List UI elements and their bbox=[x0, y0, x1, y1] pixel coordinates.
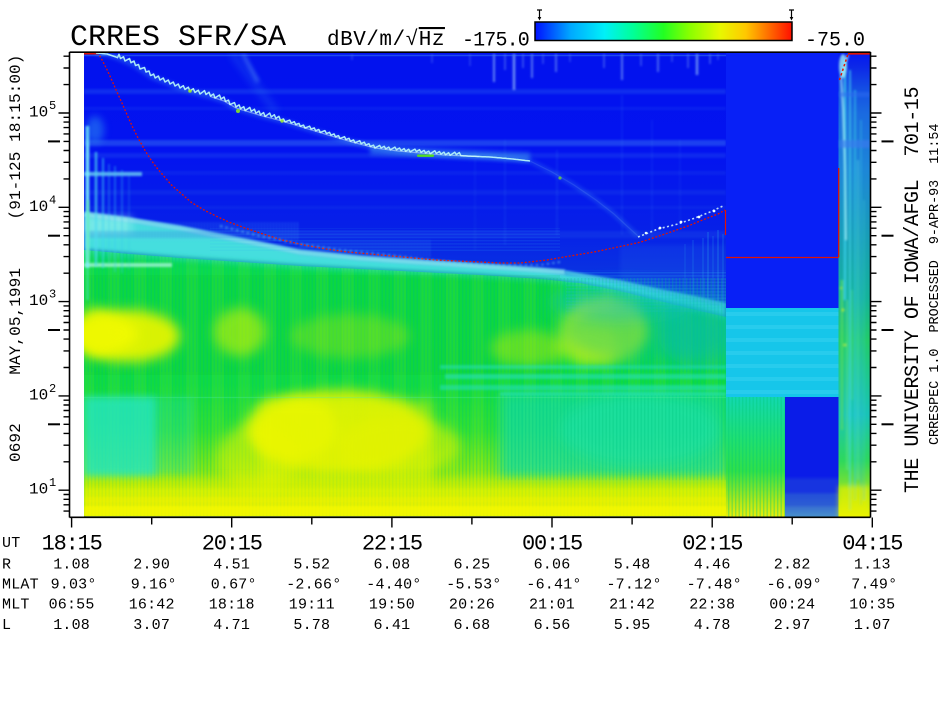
svg-text:5.52: 5.52 bbox=[293, 557, 330, 574]
svg-text:20:15: 20:15 bbox=[202, 532, 262, 557]
svg-text:MLT: MLT bbox=[2, 597, 30, 614]
svg-text:0692 MAY,05,1991 (91-1: 0692 MAY,05,1991 (91-125 18:15:00) bbox=[7, 55, 25, 462]
svg-text:-4.40°: -4.40° bbox=[366, 577, 421, 594]
svg-text:00:15: 00:15 bbox=[522, 532, 582, 557]
svg-text:5.78: 5.78 bbox=[293, 617, 330, 634]
svg-text:10: 10 bbox=[29, 292, 48, 310]
svg-text:-75.0: -75.0 bbox=[805, 30, 865, 53]
svg-text:7.49°: 7.49° bbox=[851, 577, 897, 594]
svg-text:1.08: 1.08 bbox=[53, 557, 90, 574]
svg-text:19:11: 19:11 bbox=[289, 597, 335, 614]
svg-text:5: 5 bbox=[49, 99, 56, 113]
svg-text:00:24: 00:24 bbox=[769, 597, 815, 614]
svg-text:16:42: 16:42 bbox=[129, 597, 175, 614]
svg-text:3.07: 3.07 bbox=[133, 617, 170, 634]
svg-text:9.16°: 9.16° bbox=[131, 577, 177, 594]
svg-text:CRRES SFR/SA: CRRES SFR/SA bbox=[70, 21, 286, 55]
svg-text:2.82: 2.82 bbox=[774, 557, 811, 574]
svg-text:1.13: 1.13 bbox=[854, 557, 891, 574]
svg-text:CRRESPEC 1.0 PROCESSED 9-APR: CRRESPEC 1.0 PROCESSED 9-APR-93 11:54 bbox=[928, 124, 943, 445]
svg-text:MLAT: MLAT bbox=[2, 577, 39, 594]
svg-text:-7.48°: -7.48° bbox=[687, 577, 742, 594]
svg-text:9.03°: 9.03° bbox=[51, 577, 97, 594]
svg-text:6.08: 6.08 bbox=[373, 557, 410, 574]
svg-text:-5.53°: -5.53° bbox=[446, 577, 501, 594]
svg-text:21:01: 21:01 bbox=[529, 597, 575, 614]
svg-text:21:42: 21:42 bbox=[609, 597, 655, 614]
svg-text:dBV/m/√Hz: dBV/m/√Hz bbox=[327, 28, 445, 52]
svg-text:1.08: 1.08 bbox=[53, 617, 90, 634]
svg-text:06:55: 06:55 bbox=[49, 597, 95, 614]
svg-text:0.67°: 0.67° bbox=[211, 577, 257, 594]
svg-text:4.71: 4.71 bbox=[213, 617, 250, 634]
svg-text:20:26: 20:26 bbox=[449, 597, 495, 614]
svg-text:02:15: 02:15 bbox=[682, 532, 742, 557]
svg-text:4.46: 4.46 bbox=[694, 557, 731, 574]
svg-text:6.68: 6.68 bbox=[453, 617, 490, 634]
svg-text:UT: UT bbox=[2, 535, 20, 552]
svg-text:THE UNIVERSITY OF IOWA/AFGL 7: THE UNIVERSITY OF IOWA/AFGL 701-15 bbox=[902, 87, 925, 493]
svg-text:10:35: 10:35 bbox=[849, 597, 895, 614]
svg-text:19:50: 19:50 bbox=[369, 597, 415, 614]
svg-text:5.95: 5.95 bbox=[614, 617, 651, 634]
svg-text:10: 10 bbox=[29, 481, 48, 499]
svg-text:4.51: 4.51 bbox=[213, 557, 250, 574]
svg-text:-6.41°: -6.41° bbox=[526, 577, 581, 594]
svg-text:5.48: 5.48 bbox=[614, 557, 651, 574]
svg-text:10: 10 bbox=[29, 386, 48, 404]
svg-text:22:15: 22:15 bbox=[362, 532, 422, 557]
svg-text:R: R bbox=[2, 557, 11, 574]
svg-text:6.25: 6.25 bbox=[453, 557, 490, 574]
svg-text:-7.12°: -7.12° bbox=[606, 577, 661, 594]
svg-text:18:15: 18:15 bbox=[42, 532, 102, 557]
svg-text:4.78: 4.78 bbox=[694, 617, 731, 634]
svg-text:6.56: 6.56 bbox=[534, 617, 571, 634]
svg-text:2.90: 2.90 bbox=[133, 557, 170, 574]
svg-text:2.97: 2.97 bbox=[774, 617, 811, 634]
svg-text:2: 2 bbox=[49, 382, 56, 396]
svg-text:L: L bbox=[2, 617, 11, 634]
svg-text:-2.66°: -2.66° bbox=[286, 577, 341, 594]
svg-text:6.41: 6.41 bbox=[373, 617, 410, 634]
svg-text:18:18: 18:18 bbox=[209, 597, 255, 614]
svg-text:-175.0: -175.0 bbox=[462, 30, 529, 53]
svg-text:6.06: 6.06 bbox=[534, 557, 571, 574]
svg-text:22:38: 22:38 bbox=[689, 597, 735, 614]
svg-text:-6.09°: -6.09° bbox=[767, 577, 822, 594]
svg-text:4: 4 bbox=[49, 193, 56, 207]
svg-text:10: 10 bbox=[29, 198, 48, 216]
svg-text:10: 10 bbox=[29, 104, 48, 122]
svg-text:3: 3 bbox=[49, 288, 56, 302]
svg-text:04:15: 04:15 bbox=[842, 532, 902, 557]
svg-text:1.07: 1.07 bbox=[854, 617, 891, 634]
svg-text:1: 1 bbox=[49, 476, 56, 490]
